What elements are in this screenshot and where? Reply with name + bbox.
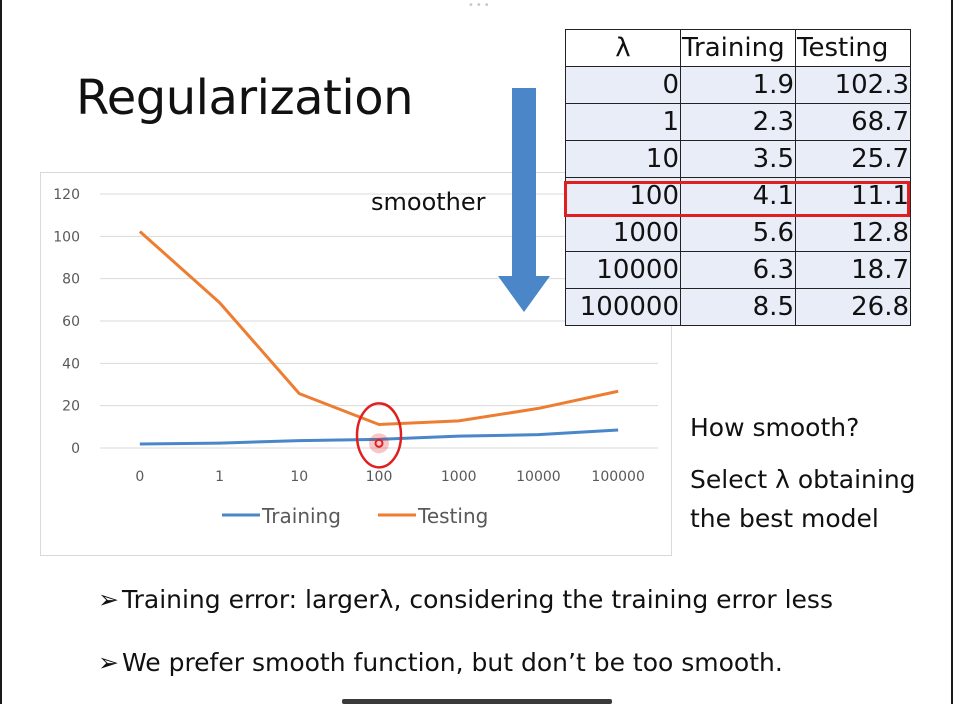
scrollbar-thumb[interactable] xyxy=(342,699,612,704)
legend-label: Training xyxy=(261,504,341,528)
x-tick-label: 0 xyxy=(135,469,144,485)
cell-lambda: 1000 xyxy=(565,214,681,252)
how-smooth-text: How smooth? xyxy=(690,413,860,442)
cell-lambda: 10 xyxy=(565,140,681,178)
smoother-label: smoother xyxy=(371,188,486,216)
y-tick-label: 80 xyxy=(62,272,80,288)
table-header-row: λ Training Testing xyxy=(565,29,911,67)
table-row: 100 4.1 11.1 xyxy=(565,177,911,215)
table-row: 10 3.5 25.7 xyxy=(565,140,911,178)
cell-testing: 18.7 xyxy=(795,251,911,289)
cell-testing: 26.8 xyxy=(795,288,911,326)
cell-testing: 25.7 xyxy=(795,140,911,178)
y-tick-label: 100 xyxy=(53,229,80,245)
window-handle[interactable]: ••• xyxy=(468,0,492,11)
cell-training: 6.3 xyxy=(680,251,796,289)
table-row: 1 2.3 68.7 xyxy=(565,103,911,141)
y-tick-label: 40 xyxy=(62,356,80,372)
bullet-item: ➢ We prefer smooth function, but don’t be… xyxy=(98,648,783,677)
down-arrow-icon xyxy=(498,88,550,312)
arrow-bullet-icon: ➢ xyxy=(98,585,119,614)
x-tick-label: 100000 xyxy=(591,469,644,485)
bullet-text: Training error: largerλ, considering the… xyxy=(122,585,833,614)
x-tick-label: 1 xyxy=(215,469,224,485)
cell-lambda: 1 xyxy=(565,103,681,141)
x-tick-label: 10 xyxy=(290,469,308,485)
annotation-circle xyxy=(355,402,403,469)
x-tick-label: 10000 xyxy=(516,469,561,485)
table-row: 1000 5.6 12.8 xyxy=(565,214,911,252)
header-training: Training xyxy=(680,29,796,67)
header-lambda: λ xyxy=(565,29,681,67)
slide-title: Regularization xyxy=(76,70,414,126)
cell-lambda: 0 xyxy=(565,66,681,104)
slide-border-left xyxy=(0,0,2,704)
series-line-testing xyxy=(138,230,619,427)
select-lambda-text: Select λ obtaining xyxy=(690,465,916,494)
cell-training: 1.9 xyxy=(680,66,796,104)
cell-lambda: 100000 xyxy=(565,288,681,326)
y-tick-label: 20 xyxy=(62,399,80,415)
cell-training: 5.6 xyxy=(680,214,796,252)
bullet-text: We prefer smooth function, but don’t be … xyxy=(122,648,783,677)
cell-testing: 12.8 xyxy=(795,214,911,252)
header-testing: Testing xyxy=(795,29,911,67)
table-row: 100000 8.5 26.8 xyxy=(565,288,911,326)
lambda-results-table: λ Training Testing 0 1.9 102.3 1 2.3 68.… xyxy=(565,29,911,326)
y-tick-label: 120 xyxy=(53,187,80,203)
table-row: 0 1.9 102.3 xyxy=(565,66,911,104)
slide-border-right xyxy=(951,0,953,704)
cell-testing: 102.3 xyxy=(795,66,911,104)
cell-testing: 11.1 xyxy=(795,177,911,215)
table-row: 10000 6.3 18.7 xyxy=(565,251,911,289)
cell-training: 4.1 xyxy=(680,177,796,215)
y-tick-label: 0 xyxy=(71,441,80,457)
arrow-bullet-icon: ➢ xyxy=(98,648,119,677)
cursor-glow xyxy=(369,433,389,454)
x-tick-label: 1000 xyxy=(441,469,477,485)
cursor-dot xyxy=(374,438,384,448)
y-tick-label: 60 xyxy=(62,314,80,330)
cell-lambda: 100 xyxy=(565,177,681,215)
cell-training: 8.5 xyxy=(680,288,796,326)
bullet-item: ➢ Training error: largerλ, considering th… xyxy=(98,585,833,614)
best-model-text: the best model xyxy=(690,504,879,533)
cell-training: 3.5 xyxy=(680,140,796,178)
x-tick-label: 100 xyxy=(366,469,393,485)
cell-lambda: 10000 xyxy=(565,251,681,289)
cell-training: 2.3 xyxy=(680,103,796,141)
cell-testing: 68.7 xyxy=(795,103,911,141)
legend-label: Testing xyxy=(417,504,488,528)
